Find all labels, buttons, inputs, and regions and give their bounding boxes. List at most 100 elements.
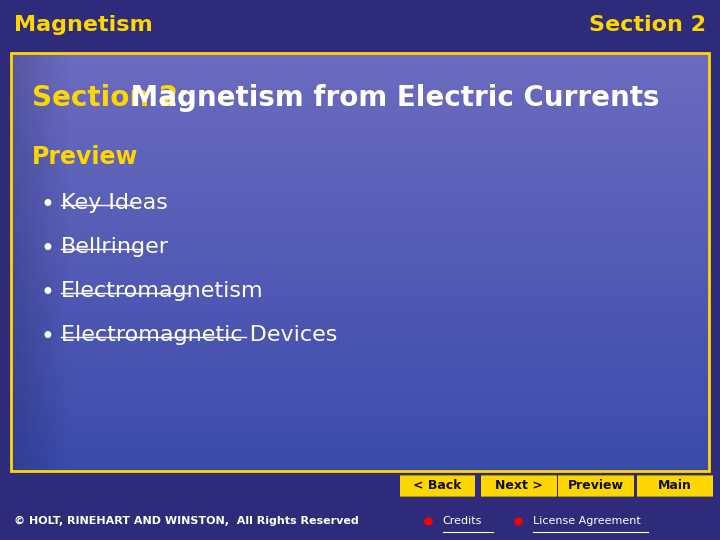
- Text: •: •: [40, 237, 54, 261]
- Bar: [11, 294, 709, 297]
- Bar: [11, 252, 709, 255]
- Bar: [11, 304, 709, 307]
- Text: •: •: [40, 281, 54, 305]
- Text: Main: Main: [658, 479, 692, 492]
- Bar: [11, 301, 709, 304]
- Bar: [11, 412, 709, 416]
- Bar: [11, 133, 709, 137]
- Bar: [11, 77, 709, 81]
- Bar: [11, 109, 709, 112]
- Bar: [11, 342, 709, 346]
- Bar: [11, 206, 709, 210]
- Bar: [11, 74, 709, 77]
- Text: Electromagnetic Devices: Electromagnetic Devices: [61, 325, 338, 345]
- Bar: [11, 377, 709, 381]
- Bar: [11, 402, 709, 405]
- Bar: [11, 210, 709, 213]
- Bar: [33, 53, 37, 471]
- Bar: [11, 220, 709, 224]
- Bar: [52, 53, 55, 471]
- Text: •: •: [40, 193, 54, 217]
- Bar: [40, 53, 45, 471]
- Text: Magnetism: Magnetism: [14, 15, 153, 35]
- Bar: [11, 353, 709, 356]
- Bar: [14, 53, 18, 471]
- Bar: [11, 123, 709, 126]
- Bar: [11, 409, 709, 412]
- FancyBboxPatch shape: [395, 475, 480, 497]
- Bar: [45, 53, 48, 471]
- Bar: [11, 426, 709, 430]
- Text: Section 2: Section 2: [589, 15, 706, 35]
- Bar: [11, 332, 709, 335]
- Bar: [11, 231, 709, 234]
- Bar: [11, 454, 709, 457]
- Bar: [11, 116, 709, 119]
- Bar: [59, 53, 63, 471]
- Bar: [11, 255, 709, 259]
- Bar: [11, 137, 709, 140]
- Bar: [11, 63, 709, 67]
- FancyBboxPatch shape: [633, 475, 717, 497]
- Bar: [11, 238, 709, 241]
- Bar: [11, 318, 709, 321]
- Bar: [11, 53, 709, 56]
- Bar: [11, 283, 709, 287]
- Bar: [11, 241, 709, 245]
- Bar: [11, 290, 709, 294]
- Bar: [11, 81, 709, 84]
- Bar: [11, 172, 709, 175]
- Bar: [22, 53, 26, 471]
- Bar: [11, 280, 709, 283]
- Bar: [11, 374, 709, 377]
- Bar: [11, 433, 709, 436]
- Bar: [11, 56, 709, 60]
- Bar: [11, 328, 709, 332]
- Bar: [11, 450, 709, 454]
- Bar: [11, 384, 709, 388]
- Bar: [11, 311, 709, 314]
- Bar: [11, 360, 709, 363]
- Bar: [11, 192, 709, 196]
- Bar: [11, 259, 709, 262]
- Bar: [11, 67, 709, 70]
- Bar: [11, 151, 709, 154]
- Bar: [11, 314, 709, 318]
- Bar: [11, 175, 709, 178]
- Bar: [11, 443, 709, 447]
- Bar: [11, 287, 709, 290]
- Bar: [11, 266, 709, 269]
- Text: Credits: Credits: [443, 516, 482, 525]
- Bar: [48, 53, 52, 471]
- Bar: [11, 339, 709, 342]
- Bar: [11, 91, 709, 95]
- Bar: [11, 245, 709, 248]
- Bar: [11, 102, 709, 105]
- Bar: [11, 217, 709, 220]
- Bar: [11, 196, 709, 199]
- Bar: [11, 144, 709, 147]
- Bar: [11, 461, 709, 464]
- Bar: [63, 53, 67, 471]
- Bar: [11, 276, 709, 280]
- Text: < Back: < Back: [413, 479, 462, 492]
- Bar: [11, 381, 709, 384]
- Bar: [11, 370, 709, 374]
- Bar: [11, 419, 709, 423]
- Bar: [11, 147, 709, 151]
- Bar: [11, 126, 709, 130]
- Text: Section 2:: Section 2:: [32, 84, 189, 112]
- Bar: [11, 457, 709, 461]
- Bar: [11, 416, 709, 419]
- Bar: [11, 307, 709, 311]
- Bar: [11, 356, 709, 360]
- Bar: [11, 405, 709, 409]
- Bar: [11, 70, 709, 74]
- Bar: [11, 423, 709, 426]
- Bar: [11, 185, 709, 189]
- Bar: [11, 464, 709, 468]
- Text: Preview: Preview: [568, 479, 624, 492]
- Bar: [11, 130, 709, 133]
- Bar: [11, 273, 709, 276]
- Text: Preview: Preview: [32, 145, 138, 169]
